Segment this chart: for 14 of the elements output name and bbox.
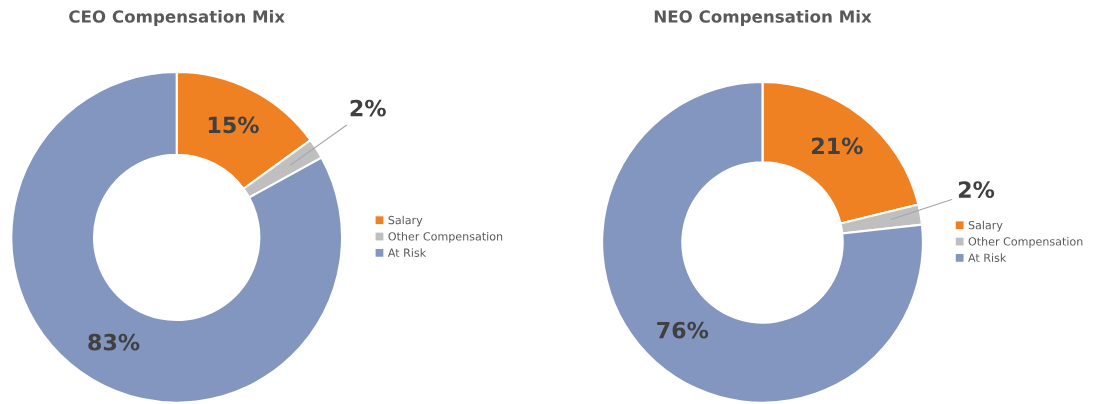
data-label: 83% (88, 333, 140, 351)
legend-label: Other Compensation (968, 237, 1083, 248)
data-label: 21% (812, 137, 863, 155)
data-label: 15% (208, 116, 259, 134)
data-label: 2% (958, 181, 995, 198)
legend-label: At Risk (387, 248, 427, 257)
data-label: 76% (657, 321, 709, 339)
legend-label: Salary (968, 220, 1003, 232)
data-label: 2% (350, 99, 386, 117)
legend-label: Salary (388, 215, 423, 227)
chart-title: NEO Compensation Mix (654, 9, 872, 27)
chart-title: CEO Compensation Mix (69, 9, 285, 27)
legend-label: At Risk (968, 253, 1007, 262)
legend-label: Other Compensation (388, 231, 503, 243)
